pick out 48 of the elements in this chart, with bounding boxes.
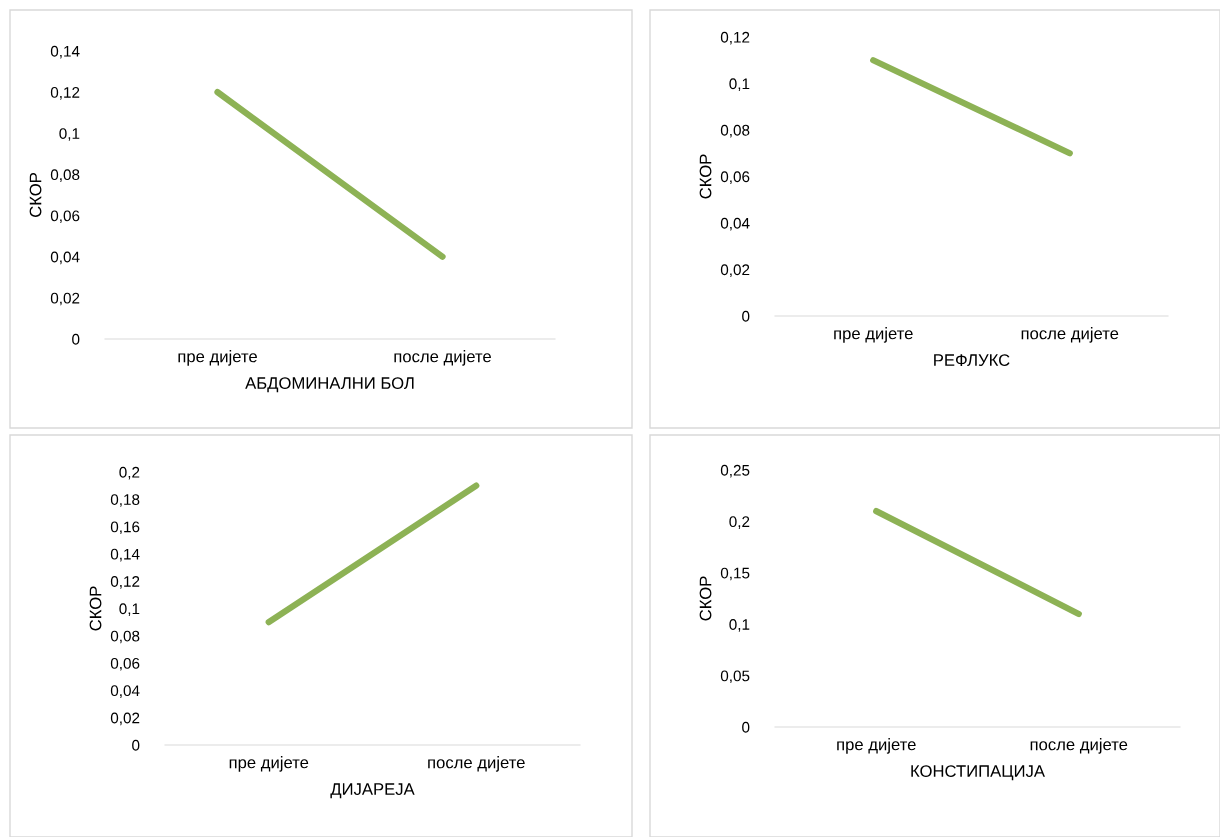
y-axis-title: СКОР — [29, 173, 42, 217]
y-tick-label: 0,08 — [50, 169, 80, 182]
x-tick-label: пре дијете — [837, 738, 916, 754]
x-tick-label: после дијете — [1021, 327, 1119, 343]
y-tick-label: 0 — [72, 333, 80, 345]
y-tick-label: 0,06 — [720, 171, 750, 184]
y-tick-label: 0,15 — [720, 567, 750, 581]
y-tick-label: 0,04 — [110, 685, 140, 698]
y-tick-label: 0,16 — [110, 521, 140, 535]
x-tick-label: после дијете — [1030, 738, 1128, 754]
x-axis-title: РЕФЛУКС — [934, 354, 1010, 366]
y-tick-label: 0,02 — [110, 712, 140, 726]
y-tick-label: 0,08 — [720, 124, 750, 138]
y-tick-label: 0,2 — [729, 516, 750, 529]
x-axis-title: АБДОМИНАЛНИ БОЛ — [245, 377, 414, 393]
y-axis-title: СКОР — [699, 154, 712, 199]
y-tick-label: 0 — [132, 739, 140, 751]
y-axis-title: СКОР — [699, 576, 712, 621]
y-tick-label: 0,1 — [729, 619, 750, 632]
x-tick-label: после дијете — [428, 756, 525, 772]
x-tick-label: пре дијете — [834, 327, 913, 343]
y-tick-label: 0 — [742, 721, 750, 733]
y-tick-label: 0,1 — [729, 78, 750, 91]
y-tick-label: 0,06 — [110, 657, 140, 671]
x-axis-title: ДИЈАРЕЈА — [330, 783, 415, 799]
y-tick-label: 0,02 — [720, 264, 750, 277]
y-tick-label: 0,25 — [720, 464, 750, 478]
y-tick-label: 0,12 — [50, 87, 80, 100]
x-tick-label: пре дијете — [178, 350, 257, 366]
y-tick-label: 0 — [742, 310, 750, 322]
y-tick-label: 0,2 — [119, 466, 140, 480]
y-tick-label: 0,1 — [119, 603, 140, 616]
y-tick-label: 0,12 — [110, 576, 140, 589]
y-tick-label: 0,18 — [110, 494, 140, 507]
y-axis-title: СКОР — [89, 586, 102, 631]
x-tick-label: после дијете — [394, 350, 491, 366]
y-tick-label: 0,06 — [50, 210, 80, 224]
y-tick-label: 0,04 — [720, 217, 750, 231]
y-tick-label: 0,05 — [720, 670, 750, 684]
x-axis-title: КОНСТИПАЦИЈА — [911, 765, 1045, 781]
y-tick-label: 0,08 — [110, 630, 140, 644]
y-tick-label: 0,02 — [50, 292, 80, 306]
y-tick-label: 0,14 — [110, 548, 140, 562]
y-tick-label: 0,04 — [50, 251, 80, 265]
y-tick-label: 0,14 — [50, 45, 80, 59]
y-tick-label: 0,12 — [720, 31, 750, 45]
x-tick-label: пре дијете — [229, 756, 309, 772]
y-tick-label: 0,1 — [59, 128, 80, 141]
